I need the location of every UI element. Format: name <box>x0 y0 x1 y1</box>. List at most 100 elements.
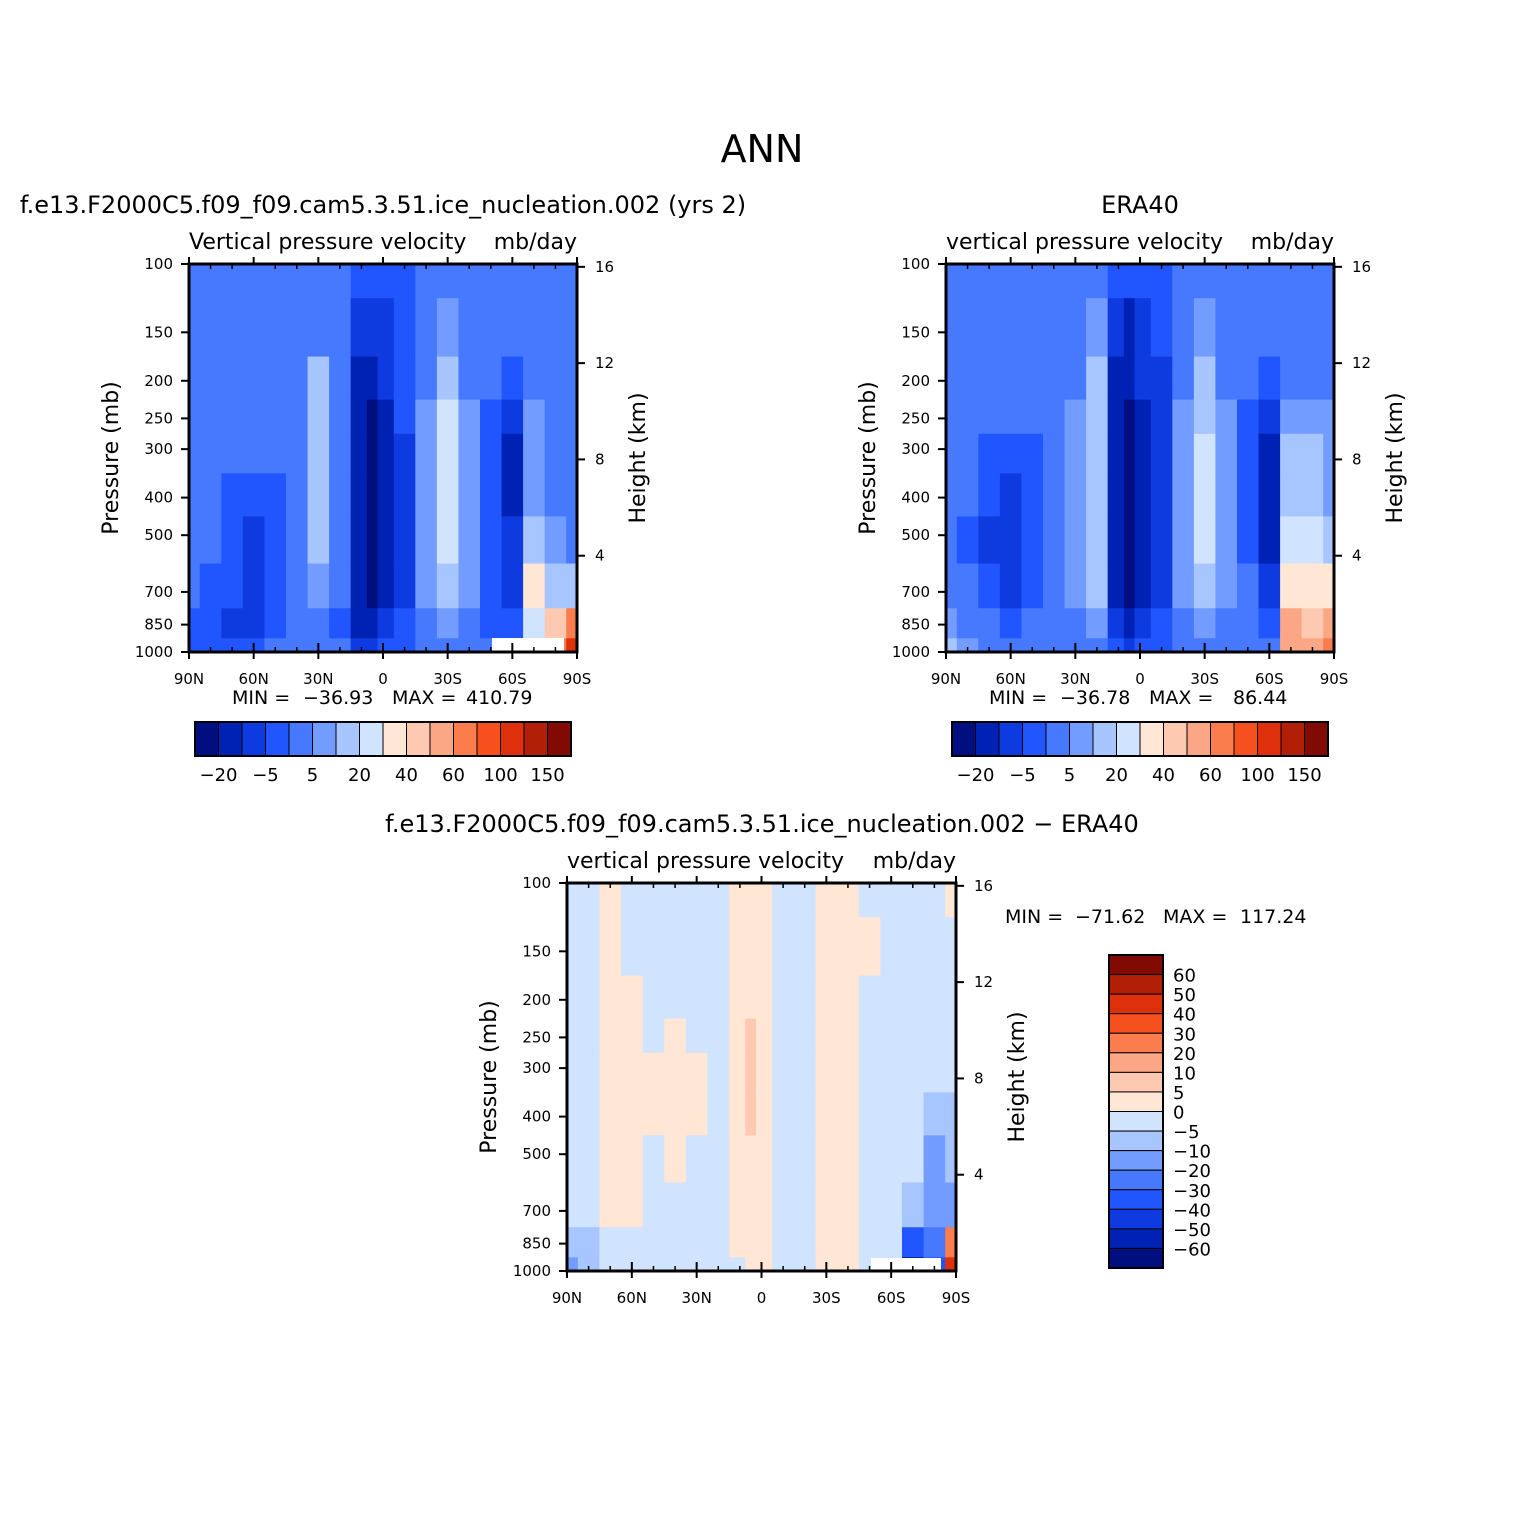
diff-min-label: MIN = <box>1005 906 1063 928</box>
diff-cell <box>599 1052 622 1093</box>
model-min-label: MIN = <box>232 687 290 709</box>
obs-colorbar-box <box>1233 721 1258 757</box>
diff-cell <box>707 1018 730 1054</box>
model-cell <box>329 356 352 401</box>
obs-cell <box>1323 356 1335 401</box>
diff-cell <box>793 1018 817 1054</box>
diff-subtitle-right: mb/day <box>873 849 956 874</box>
model-cell <box>544 433 567 474</box>
obs-cell <box>1134 516 1152 565</box>
obs-cell <box>1043 433 1066 474</box>
obs-y-tick-label: 500 <box>901 526 930 544</box>
model-cell <box>242 399 266 435</box>
obs-cell <box>1064 516 1087 565</box>
obs-cell <box>999 516 1023 565</box>
obs-cell <box>1172 356 1195 401</box>
obs-cell <box>1258 516 1281 565</box>
obs-x-tick-label: 90N <box>931 670 961 688</box>
obs-cell <box>1086 298 1109 358</box>
obs-cell <box>1215 399 1238 435</box>
diff-cell <box>837 1227 860 1258</box>
diff-cell <box>815 975 838 1020</box>
diff-cell <box>707 1135 730 1184</box>
diff-x-tick-label: 60N <box>617 1289 647 1307</box>
obs-cell <box>1237 473 1260 517</box>
obs-cell <box>1280 516 1303 565</box>
model-colorbar-box <box>547 721 572 757</box>
obs-colorbar-box <box>1022 721 1047 757</box>
model-cell <box>393 516 416 565</box>
model-cell <box>377 298 395 358</box>
diff-cell <box>945 975 957 1020</box>
obs-cell <box>946 399 958 435</box>
model-cell <box>242 264 266 299</box>
model-cell <box>307 298 330 358</box>
diff-cell <box>901 1227 925 1258</box>
obs-cell <box>1086 264 1109 299</box>
diff-min-value: −71.62 <box>1075 906 1145 928</box>
diff-cell <box>858 883 881 918</box>
model-cell <box>436 298 460 358</box>
model-colorbar-box <box>335 721 360 757</box>
model-colorbar-box <box>312 721 337 757</box>
diff-cell <box>599 1257 622 1272</box>
diff-cell <box>642 1092 665 1136</box>
diff-cell <box>756 1182 773 1228</box>
obs-cell <box>1193 356 1217 401</box>
obs-cell <box>1237 608 1260 639</box>
obs-cell <box>1086 473 1109 517</box>
diff-cell <box>664 975 687 1020</box>
model-cell <box>366 433 379 474</box>
diff-colorbar-box <box>1108 1228 1164 1249</box>
obs-cell <box>1172 473 1195 517</box>
diff-cell <box>599 975 622 1020</box>
model-field <box>189 264 578 653</box>
obs-cell <box>1193 563 1217 609</box>
diff-cell <box>793 917 817 977</box>
model-cell <box>221 638 244 653</box>
model-y-tick-label: 100 <box>144 255 173 273</box>
obs-cell <box>1043 298 1066 358</box>
diff-colorbar-label: −50 <box>1173 1220 1211 1241</box>
diff-cell <box>793 1182 817 1228</box>
obs-cell <box>1215 608 1238 639</box>
diff-colorbar-box <box>1108 1169 1164 1191</box>
model-cell <box>329 264 352 299</box>
obs-cell <box>978 516 1001 565</box>
obs-cell <box>1215 516 1238 565</box>
obs-y2label: Height (km) <box>1383 392 1408 523</box>
diff-cell <box>567 975 579 1020</box>
model-cell <box>544 608 567 639</box>
diff-cell <box>577 1182 601 1228</box>
diff-cell <box>642 1182 665 1228</box>
obs-cell <box>1193 516 1217 565</box>
obs-cell <box>1172 264 1195 299</box>
obs-cell <box>946 638 958 653</box>
model-cell <box>366 516 379 565</box>
obs-cell <box>1150 638 1173 653</box>
diff-cell <box>567 917 579 977</box>
model-cell <box>393 608 416 639</box>
model-cell <box>377 473 395 517</box>
diff-max-label: MAX = <box>1163 906 1227 928</box>
model-cell <box>366 298 379 358</box>
diff-max-value: 117.24 <box>1240 906 1306 928</box>
model-cell <box>286 638 309 653</box>
model-cell <box>501 264 524 299</box>
obs-cell <box>1280 638 1303 653</box>
diff-cell <box>745 1227 757 1258</box>
model-y-tick-label: 850 <box>144 616 173 634</box>
obs-cell <box>1043 608 1066 639</box>
model-colorbar-box <box>429 721 454 757</box>
obs-field <box>946 264 1335 653</box>
model-cell <box>544 264 567 299</box>
diff-cell <box>837 1182 860 1228</box>
diff-cell <box>745 1257 757 1272</box>
model-cell <box>242 563 266 609</box>
obs-cell <box>978 356 1001 401</box>
diff-x-tick-label: 90S <box>942 1289 971 1307</box>
model-cell <box>566 516 578 565</box>
obs-x-tick-label: 60N <box>996 670 1026 688</box>
diff-cell <box>858 1092 881 1136</box>
